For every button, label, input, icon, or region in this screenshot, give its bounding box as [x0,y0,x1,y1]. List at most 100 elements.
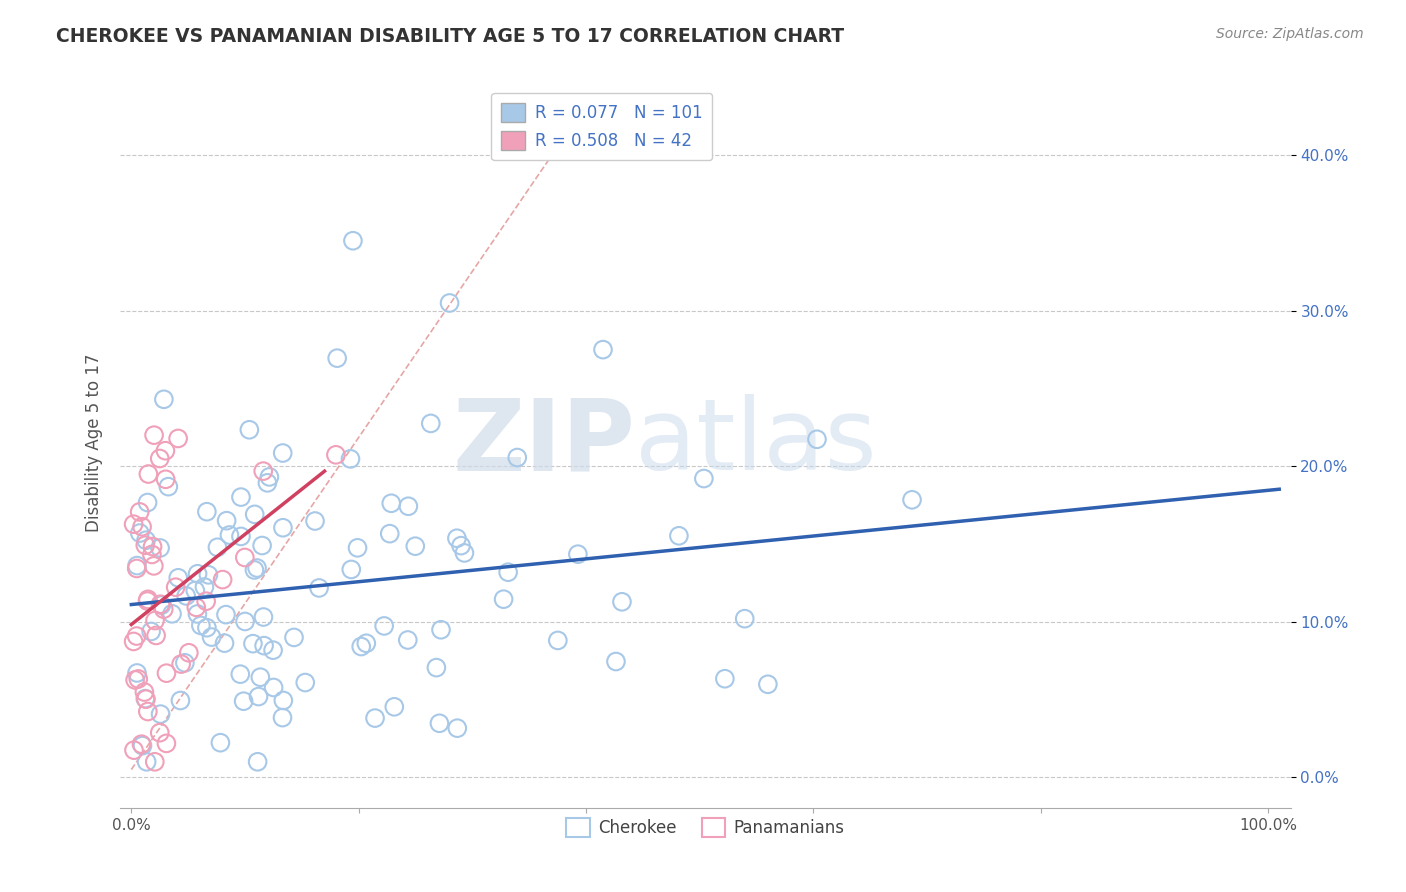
Text: Source: ZipAtlas.com: Source: ZipAtlas.com [1216,27,1364,41]
Point [339,451,361,466]
Point [378,526,401,541]
Point [190,618,212,632]
Point [127,672,149,686]
Text: CHEROKEE VS PANAMANIAN DISABILITY AGE 5 TO 17 CORRELATION CHART: CHEROKEE VS PANAMANIAN DISABILITY AGE 5 … [56,27,845,45]
Point [145,628,167,642]
Point [215,607,238,622]
Point [155,736,177,750]
Legend: Cherokee, Panamanians: Cherokee, Panamanians [560,812,851,844]
Point [610,595,633,609]
Point [496,565,519,579]
Point [271,446,294,460]
Point [326,351,349,366]
Point [186,600,208,615]
Point [325,448,347,462]
Point [430,623,453,637]
Point [233,550,256,565]
Point [136,705,159,719]
Point [149,541,172,555]
Point [134,685,156,699]
Point [404,539,426,553]
Point [364,711,387,725]
Point [139,624,162,639]
Point [136,592,159,607]
Point [252,610,274,624]
Point [149,451,172,466]
Point [450,539,472,553]
Point [149,707,172,722]
Point [218,528,240,542]
Point [283,631,305,645]
Point [243,508,266,522]
Point [238,423,260,437]
Point [734,612,756,626]
Point [346,541,368,555]
Point [169,693,191,707]
Point [125,665,148,680]
Point [165,580,187,594]
Point [143,428,166,442]
Point [233,615,256,629]
Point [453,546,475,560]
Point [167,571,190,585]
Point [229,490,252,504]
Point [177,646,200,660]
Point [242,637,264,651]
Point [211,573,233,587]
Point [350,640,373,654]
Point [340,562,363,576]
Point [373,619,395,633]
Point [124,673,146,687]
Point [197,567,219,582]
Point [756,677,779,691]
Point [209,736,232,750]
Point [668,529,690,543]
Point [131,520,153,534]
Point [184,583,207,598]
Point [229,667,252,681]
Point [128,505,150,519]
Point [214,636,236,650]
Point [167,432,190,446]
Point [141,540,163,554]
Point [131,737,153,751]
Point [174,589,197,603]
Point [605,655,627,669]
Point [170,657,193,671]
Point [256,475,278,490]
Point [125,558,148,573]
Point [592,343,614,357]
Point [134,538,156,552]
Point [128,526,150,541]
Point [131,739,153,753]
Point [419,417,441,431]
Point [429,716,451,731]
Point [271,710,294,724]
Point [200,630,222,644]
Point [262,643,284,657]
Point [207,541,229,555]
Point [125,561,148,575]
Point [246,561,269,575]
Point [143,755,166,769]
Point [249,670,271,684]
Point [125,629,148,643]
Y-axis label: Disability Age 5 to 17: Disability Age 5 to 17 [86,354,103,533]
Point [160,607,183,621]
Point [215,514,238,528]
Point [425,660,447,674]
Point [308,581,330,595]
Point [356,636,378,650]
Text: atlas: atlas [636,394,877,491]
Point [149,725,172,739]
Point [259,470,281,484]
Point [155,472,177,486]
Point [342,234,364,248]
Point [135,755,157,769]
Point [492,592,515,607]
Point [149,597,172,611]
Point [380,496,402,510]
Point [714,672,737,686]
Point [138,467,160,481]
Point [439,296,461,310]
